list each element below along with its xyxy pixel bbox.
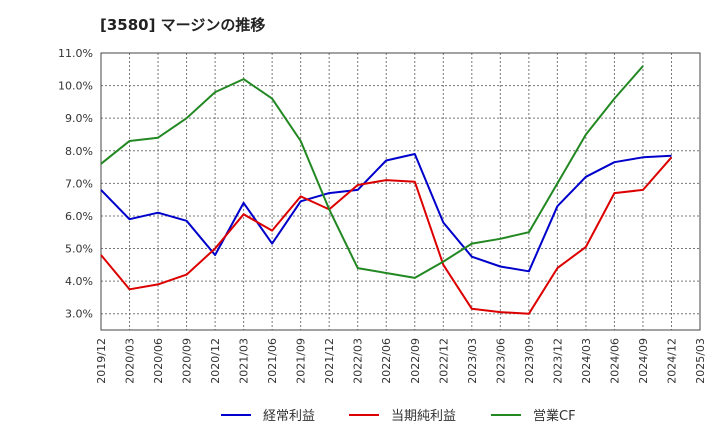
plot-frame: [100, 52, 701, 331]
legend-label-2: 当期純利益: [391, 409, 456, 424]
x-tick-label: 2023/09: [523, 338, 536, 384]
y-tick-label: 10.0%: [58, 80, 93, 93]
y-tick-label: 7.0%: [65, 177, 93, 190]
y-tick-label: 9.0%: [65, 112, 93, 125]
x-tick-label: 2020/09: [181, 338, 194, 384]
x-tick-label: 2020/06: [152, 338, 165, 384]
legend-label-3: 営業CF: [533, 408, 576, 424]
series-line-1: [100, 153, 672, 273]
legend-label-1: 経常利益: [263, 409, 315, 424]
chart-title: [3580] マージンの推移: [100, 16, 266, 34]
x-tick-label: 2021/12: [323, 338, 336, 384]
x-tick-label: 2019/12: [95, 338, 108, 384]
y-tick-label: 4.0%: [65, 275, 93, 288]
x-tick-label: 2020/12: [209, 338, 222, 384]
x-tick-label: 2022/09: [409, 338, 422, 384]
x-tick-label: 2022/12: [437, 338, 450, 384]
y-tick-label: 11.0%: [58, 47, 93, 60]
x-tick-label: 2022/06: [380, 338, 393, 384]
series-line-2: [100, 156, 673, 315]
y-tick-label: 5.0%: [65, 243, 93, 256]
x-tick-label: 2020/03: [124, 338, 137, 384]
x-tick-label: 2024/03: [580, 338, 593, 384]
x-tick-label: 2024/09: [637, 338, 650, 384]
y-tick-label: 8.0%: [65, 145, 93, 158]
x-tick-label: 2025/03: [694, 338, 707, 384]
x-tick-label: 2024/06: [608, 338, 621, 384]
x-tick-label: 2022/03: [352, 338, 365, 384]
x-tick-label: 2024/12: [665, 338, 678, 384]
y-tick-label: 3.0%: [65, 308, 93, 321]
x-tick-label: 2023/06: [494, 338, 507, 384]
x-tick-label: 2021/06: [266, 338, 279, 384]
x-tick-label: 2023/03: [466, 338, 479, 384]
series-line-3: [100, 65, 644, 279]
x-tick-label: 2021/03: [238, 338, 251, 384]
x-tick-label: 2023/12: [551, 338, 564, 384]
x-tick-label: 2021/09: [295, 338, 308, 384]
y-tick-label: 6.0%: [65, 210, 93, 223]
